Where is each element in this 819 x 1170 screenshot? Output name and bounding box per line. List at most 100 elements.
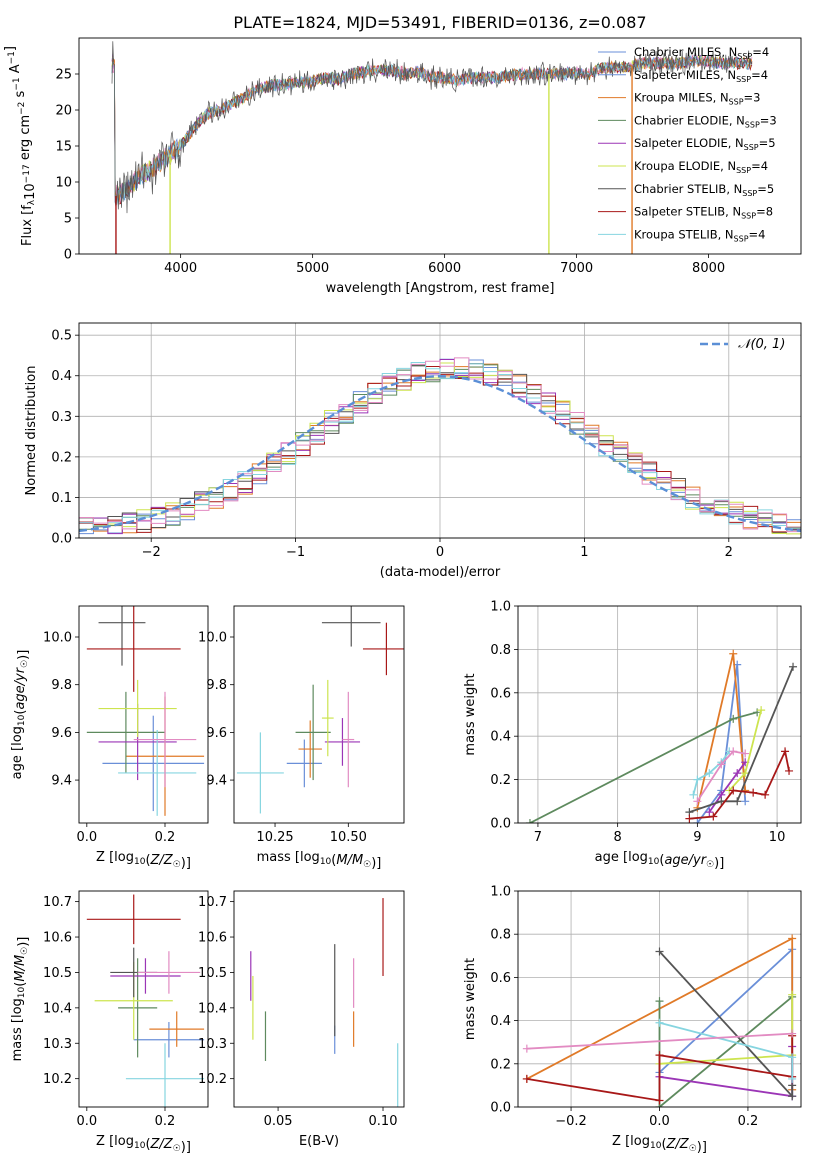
y-tick-label: 0.2 <box>51 450 72 465</box>
weight-marker <box>525 819 534 823</box>
y-tick-label: 10.3 <box>43 1037 72 1052</box>
legend-entry: Salpeter MILES, NSSP=4 <box>634 68 768 84</box>
weight-marker <box>781 747 790 756</box>
y-tick-label: 0.8 <box>490 643 511 658</box>
y-tick-label: 10.2 <box>198 1072 227 1087</box>
weight-marker <box>788 1053 797 1062</box>
weight-marker <box>788 990 797 999</box>
x-tick-label: 0.0 <box>76 1114 97 1129</box>
y-tick-label: 10.0 <box>43 631 72 646</box>
y-tick-label: 9.4 <box>206 774 227 789</box>
weight-marker <box>741 797 750 806</box>
y-tick-label: 10.7 <box>198 895 227 910</box>
weight-marker <box>729 747 738 756</box>
axes-frame <box>78 37 802 255</box>
panel-age-vs-Z: 0.0 0.2 9.4 9.6 9.8 10.0 Z [log10(Z/Z☉)] age [l… <box>10 605 209 871</box>
axes-frame <box>78 890 209 1108</box>
x-tick-label: −1 <box>286 545 305 560</box>
legend-entry: 𝒩(0, 1) <box>738 337 785 352</box>
y-tick-label: 10.6 <box>43 931 72 946</box>
weight-line <box>696 664 747 823</box>
weight-marker <box>655 1018 664 1027</box>
x-tick-label: 9 <box>693 830 701 845</box>
weight-marker <box>685 814 694 823</box>
spectrum-line <box>111 41 753 214</box>
weight-marker <box>705 808 714 817</box>
x-tick-label: 8000 <box>692 261 725 276</box>
x-tick-label: 2 <box>725 545 733 560</box>
y-tick-label: 9.8 <box>206 678 227 693</box>
y-axis-label: mass weight <box>463 958 478 1040</box>
plot-area <box>111 41 753 254</box>
y-tick-label: 10.4 <box>43 1001 72 1016</box>
plot-area <box>86 606 205 816</box>
weight-marker <box>522 1074 531 1083</box>
x-tick-label: 0.10 <box>369 1114 398 1129</box>
x-axis-label: Z [log10(Z/Z☉)] <box>96 850 191 871</box>
weight-marker <box>733 769 742 778</box>
y-tick-label: 0.4 <box>490 730 511 745</box>
y-tick-label: 10.3 <box>198 1037 227 1052</box>
weight-marker <box>709 812 718 821</box>
legend-entry: Salpeter STELIB, NSSP=8 <box>634 205 773 221</box>
x-axis-label: Z [log10(Z/Z☉)] <box>612 1134 707 1155</box>
y-tick-label: 0.1 <box>51 491 72 506</box>
panel-residuals: −2 −1 0 1 2 0.0 0.1 0.2 0.3 0.4 0.5 (data-model)/er… <box>24 322 802 580</box>
y-tick-label: 10.0 <box>198 631 227 646</box>
weight-marker <box>749 788 758 797</box>
weight-marker <box>717 760 726 769</box>
axes-frame <box>78 322 802 539</box>
axes-frame <box>78 605 209 824</box>
weight-marker <box>733 797 742 806</box>
figure-title: PLATE=1824, MJD=53491, FIBERID=0136, z=0… <box>233 13 646 32</box>
plot-area <box>79 357 801 535</box>
y-tick-label: 0.6 <box>490 971 511 986</box>
x-axis-label: (data-model)/error <box>380 565 501 580</box>
y-tick-label: 10.5 <box>43 966 72 981</box>
y-tick-label: 9.6 <box>51 726 72 741</box>
x-tick-label: 8 <box>614 830 622 845</box>
weight-marker <box>655 997 664 1006</box>
y-tick-label: 1.0 <box>490 885 511 900</box>
y-tick-label: 10.6 <box>198 931 227 946</box>
y-tick-label: 9.6 <box>206 726 227 741</box>
weight-marker <box>785 766 794 775</box>
x-axis-label: mass [log10(M/M☉)] <box>257 850 382 871</box>
y-tick-label: 15 <box>55 140 72 155</box>
weight-line <box>689 666 794 813</box>
plot-area <box>86 894 205 1107</box>
x-tick-label: 7 <box>534 830 542 845</box>
x-tick-label: 10.50 <box>330 830 367 845</box>
y-tick-label: 10.7 <box>43 895 72 910</box>
weight-marker <box>741 769 750 778</box>
y-tick-label: 10.5 <box>198 966 227 981</box>
plot-area <box>250 898 399 1107</box>
y-tick-label: 0.4 <box>51 369 72 384</box>
axes-frame <box>517 605 802 824</box>
x-tick-label: 0 <box>436 545 444 560</box>
y-tick-label: 10.2 <box>43 1072 72 1087</box>
y-tick-label: 10.4 <box>198 1001 227 1016</box>
weight-marker <box>788 1092 797 1101</box>
x-tick-label: 0.2 <box>155 1114 176 1129</box>
y-axis-label: age [log10(age/yr☉)] <box>10 650 31 780</box>
y-tick-label: 5 <box>64 212 72 227</box>
y-axis-label: Flux [fλ10−17 erg cm−2 s−1 A−1] <box>3 46 38 246</box>
weight-marker <box>689 790 698 799</box>
x-tick-label: 10.25 <box>256 830 293 845</box>
y-axis-label: mass weight <box>463 673 478 755</box>
axes-frame <box>517 890 802 1108</box>
weight-line <box>696 750 746 802</box>
panel-mass-vs-EBV: 0.05 0.10 10.2 10.3 10.4 10.5 10.6 10.7 E(B-V) <box>198 890 405 1149</box>
weight-line <box>689 748 790 820</box>
weight-marker <box>741 749 750 758</box>
weight-line <box>526 1032 793 1050</box>
legend-entry: Kroupa STELIB, NSSP=4 <box>634 227 765 243</box>
weight-marker <box>655 947 664 956</box>
panel-mass-vs-Z: 0.0 0.2 10.2 10.3 10.4 10.5 10.6 10.7 Z [log10(Z… <box>10 890 209 1155</box>
x-tick-label: 4000 <box>164 261 197 276</box>
x-tick-label: 0.2 <box>738 1114 759 1129</box>
weight-marker <box>705 769 714 778</box>
panel-weight-vs-Z: −0.2 0.0 0.2 0.0 0.2 0.4 0.6 0.8 1.0 Z [log10(Z/Z… <box>463 885 802 1155</box>
weight-marker <box>729 649 738 658</box>
